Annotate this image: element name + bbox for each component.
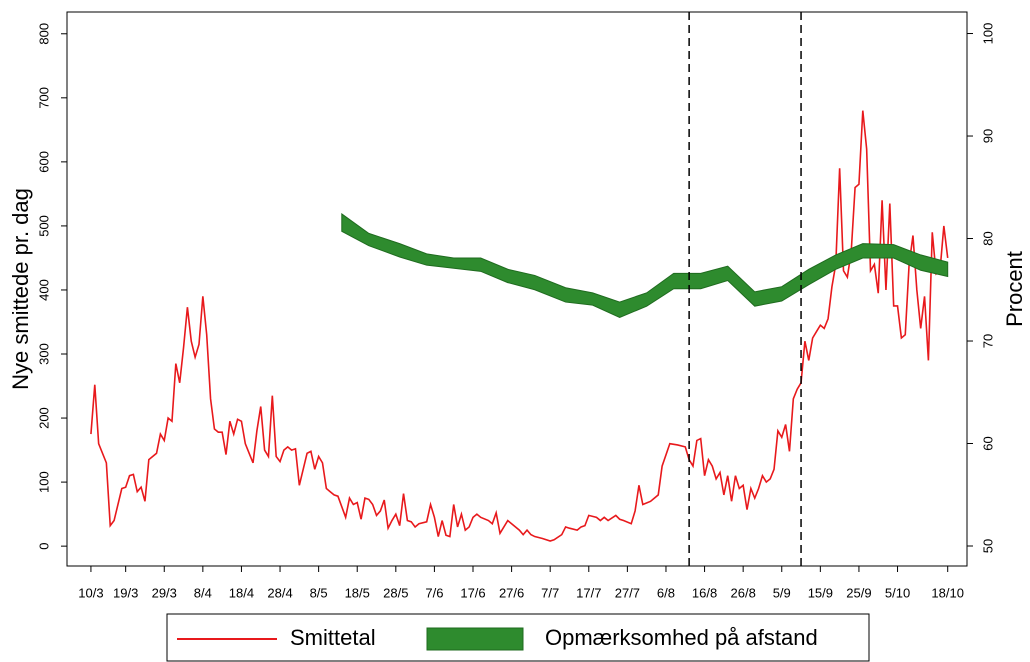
- y2-tick-label: 70: [980, 334, 995, 348]
- x-tick-label: 7/6: [425, 585, 443, 600]
- x-tick-label: 18/10: [931, 585, 964, 600]
- y2-tick-label: 100: [980, 23, 995, 45]
- y-tick-label: 300: [36, 343, 51, 365]
- x-tick-label: 6/8: [657, 585, 675, 600]
- legend-box: [166, 613, 870, 662]
- y2-tick-label: 80: [980, 231, 995, 245]
- y2-tick-label: 50: [980, 539, 995, 553]
- y2-tick-label: 60: [980, 436, 995, 450]
- y-axis-label: Nye smittede pr. dag: [8, 188, 33, 390]
- x-tick-label: 29/3: [152, 585, 177, 600]
- x-tick-label: 5/9: [773, 585, 791, 600]
- x-tick-label: 27/6: [499, 585, 524, 600]
- x-tick-label: 17/6: [460, 585, 485, 600]
- legend-label: Smittetal: [290, 625, 376, 650]
- plot-frame: [66, 11, 968, 567]
- y-tick-label: 700: [36, 87, 51, 109]
- line: [90, 110, 949, 542]
- x-tick-label: 18/5: [345, 585, 370, 600]
- band: [341, 212, 949, 318]
- y-tick-label: 100: [36, 471, 51, 493]
- y-tick-label: 600: [36, 151, 51, 173]
- x-tick-label: 7/7: [541, 585, 559, 600]
- x-tick-label: 15/9: [808, 585, 833, 600]
- x-tick-label: 8/4: [194, 585, 212, 600]
- x-tick-label: 25/9: [846, 585, 871, 600]
- y-tick-label: 0: [36, 543, 51, 550]
- y2-axis-label: Procent: [1002, 251, 1027, 327]
- x-tick-label: 27/7: [615, 585, 640, 600]
- x-tick-label: 18/4: [229, 585, 254, 600]
- x-tick-label: 5/10: [885, 585, 910, 600]
- x-tick-label: 8/5: [310, 585, 328, 600]
- legend-label: Opmærksomhed på afstand: [545, 625, 818, 650]
- y2-tick-label: 90: [980, 129, 995, 143]
- x-tick-label: 16/8: [692, 585, 717, 600]
- y-tick-label: 500: [36, 215, 51, 237]
- x-tick-label: 28/5: [383, 585, 408, 600]
- legend-swatch: [426, 627, 524, 651]
- x-tick-label: 10/3: [78, 585, 103, 600]
- y-tick-label: 200: [36, 407, 51, 429]
- x-tick-label: 19/3: [113, 585, 138, 600]
- x-tick-label: 26/8: [731, 585, 756, 600]
- y-tick-label: 400: [36, 279, 51, 301]
- x-tick-label: 17/7: [576, 585, 601, 600]
- y-tick-label: 800: [36, 23, 51, 45]
- x-tick-label: 28/4: [267, 585, 292, 600]
